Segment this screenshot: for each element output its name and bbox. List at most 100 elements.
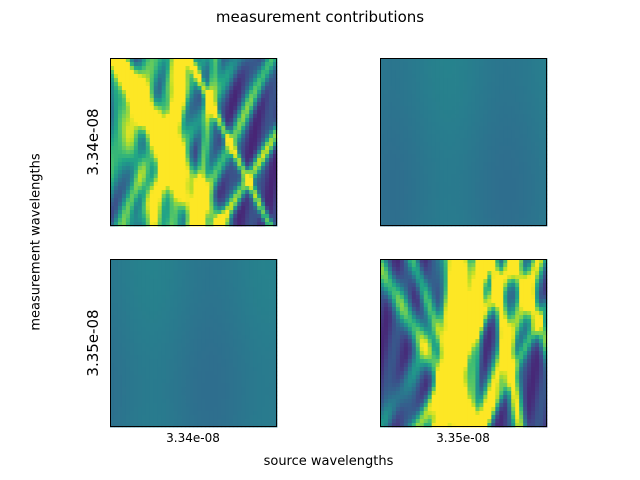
- heatmap-cell: [269, 106, 274, 111]
- heatmap-cell: [185, 170, 190, 175]
- heatmap-cell: [133, 154, 139, 159]
- heatmap-cell: [495, 214, 500, 219]
- heatmap-cell: [411, 206, 417, 211]
- heatmap-cell: [463, 98, 468, 103]
- heatmap-cell: [241, 74, 246, 79]
- heatmap-cell: [153, 162, 159, 167]
- heatmap-cell: [237, 307, 242, 312]
- heatmap-cell: [273, 299, 278, 304]
- heatmap-cell: [189, 379, 194, 384]
- heatmap-cell: [197, 122, 202, 127]
- heatmap-cell: [411, 130, 417, 135]
- heatmap-cell: [423, 90, 429, 95]
- heatmap-cell: [455, 206, 460, 211]
- heatmap-cell: [197, 355, 202, 360]
- heatmap-cell: [495, 62, 500, 67]
- heatmap-cell: [439, 198, 445, 203]
- heatmap-cell: [229, 263, 234, 268]
- heatmap-cell: [419, 150, 425, 155]
- heatmap-cell: [217, 62, 222, 67]
- heatmap-cell: [141, 367, 147, 372]
- heatmap-cell: [110, 74, 115, 79]
- heatmap-cell: [209, 146, 214, 151]
- heatmap-cell: [451, 122, 456, 127]
- heatmap-cell: [265, 367, 270, 372]
- heatmap-cell: [273, 142, 278, 147]
- heatmap-cell: [189, 391, 194, 396]
- heatmap-cell: [161, 94, 167, 99]
- heatmap-cell: [233, 347, 238, 352]
- heatmap-cell: [209, 379, 214, 384]
- heatmap-cell: [213, 355, 218, 360]
- heatmap-cell: [181, 114, 186, 119]
- heatmap-cell: [209, 58, 214, 63]
- heatmap-cell: [165, 170, 171, 175]
- heatmap-cell: [149, 82, 155, 87]
- heatmap-cell: [511, 154, 516, 159]
- heatmap-cell: [431, 150, 437, 155]
- heatmap-cell: [237, 78, 242, 83]
- heatmap-cell: [237, 343, 242, 348]
- heatmap-cell: [229, 351, 234, 356]
- heatmap-cell: [407, 158, 413, 163]
- heatmap-cell: [113, 82, 119, 87]
- heatmap-cell: [543, 142, 548, 147]
- heatmap-cell: [113, 166, 119, 171]
- heatmap-cell: [380, 94, 385, 99]
- heatmap-cell: [121, 355, 127, 360]
- heatmap-cell: [471, 214, 476, 219]
- heatmap-cell: [189, 214, 194, 219]
- heatmap-cell: [245, 263, 250, 268]
- heatmap-cell: [419, 70, 425, 75]
- heatmap-cell: [149, 158, 155, 163]
- heatmap-cell: [249, 106, 254, 111]
- heatmap-cell: [245, 174, 250, 179]
- heatmap-cell: [161, 202, 167, 207]
- heatmap-cell: [145, 182, 151, 187]
- heatmap-cell: [419, 118, 425, 123]
- heatmap-cell: [149, 118, 155, 123]
- heatmap-cell: [145, 110, 151, 115]
- heatmap-cell: [527, 126, 532, 131]
- heatmap-cell: [539, 98, 544, 103]
- heatmap-cell: [157, 130, 163, 135]
- heatmap-cell: [451, 214, 456, 219]
- heatmap-cell: [125, 82, 131, 87]
- heatmap-cell: [463, 158, 468, 163]
- heatmap-cell: [237, 102, 242, 107]
- heatmap-cell: [411, 182, 417, 187]
- heatmap-cell: [387, 222, 393, 227]
- heatmap-cell: [435, 102, 441, 107]
- heatmap-cell: [237, 62, 242, 67]
- heatmap-cell: [209, 194, 214, 199]
- heatmap-cell: [467, 206, 472, 211]
- heatmap-cell: [431, 102, 437, 107]
- heatmap-cell: [213, 359, 218, 364]
- heatmap-cell: [531, 146, 536, 151]
- heatmap-cell: [113, 130, 119, 135]
- heatmap-cell: [201, 323, 206, 328]
- heatmap-cell: [157, 315, 163, 320]
- heatmap-cell: [153, 343, 159, 348]
- heatmap-cell: [479, 186, 484, 191]
- heatmap-cell: [511, 94, 516, 99]
- heatmap-cell: [185, 178, 190, 183]
- heatmap-cell: [245, 74, 250, 79]
- heatmap-cell: [125, 359, 131, 364]
- heatmap-cell: [491, 178, 496, 183]
- heatmap-cell: [110, 367, 115, 372]
- heatmap-cell: [197, 375, 202, 380]
- heatmap-cell: [459, 98, 464, 103]
- heatmap-cell: [189, 178, 194, 183]
- heatmap-cell: [113, 351, 119, 356]
- heatmap-cell: [495, 210, 500, 215]
- heatmap-cell: [439, 98, 445, 103]
- heatmap-cell: [487, 126, 492, 131]
- heatmap-cell: [169, 122, 175, 127]
- heatmap-cell: [439, 174, 445, 179]
- heatmap-cell: [113, 347, 119, 352]
- heatmap-cell: [125, 279, 131, 284]
- heatmap-cell: [125, 70, 131, 75]
- heatmap-cell: [431, 78, 437, 83]
- heatmap-cell: [233, 190, 238, 195]
